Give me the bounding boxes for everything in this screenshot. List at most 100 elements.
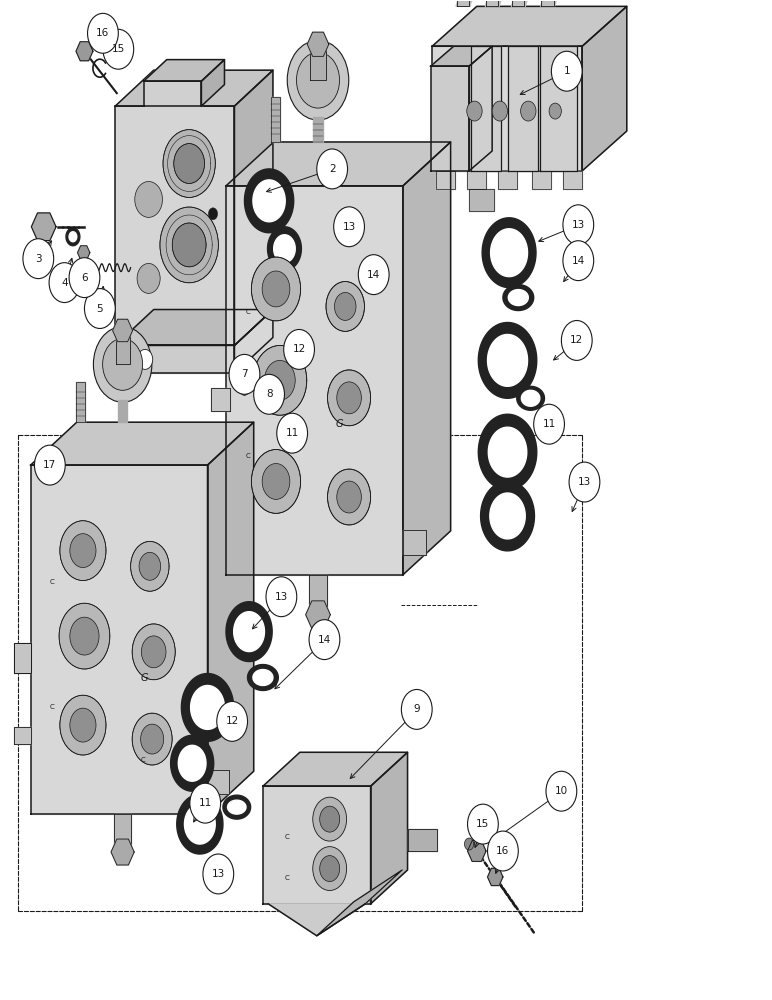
Circle shape — [262, 464, 290, 499]
Polygon shape — [490, 493, 525, 539]
Circle shape — [337, 382, 361, 414]
Polygon shape — [226, 142, 451, 186]
Circle shape — [334, 207, 364, 247]
Polygon shape — [486, 0, 498, 6]
Circle shape — [137, 263, 160, 293]
Circle shape — [252, 450, 300, 513]
Circle shape — [254, 374, 284, 414]
Text: 16: 16 — [496, 846, 510, 856]
Text: C: C — [284, 875, 290, 881]
Circle shape — [287, 40, 349, 120]
Polygon shape — [309, 575, 327, 615]
Circle shape — [334, 292, 356, 320]
Circle shape — [533, 404, 564, 444]
Circle shape — [203, 854, 234, 894]
Text: 2: 2 — [329, 164, 336, 174]
Polygon shape — [114, 814, 131, 852]
Text: 11: 11 — [286, 428, 299, 438]
Circle shape — [172, 223, 206, 267]
Polygon shape — [491, 229, 527, 277]
Circle shape — [546, 771, 577, 811]
Circle shape — [132, 713, 172, 765]
Polygon shape — [14, 643, 31, 673]
Circle shape — [551, 51, 582, 91]
Polygon shape — [185, 804, 215, 844]
Polygon shape — [481, 481, 534, 551]
Circle shape — [87, 13, 118, 53]
Polygon shape — [234, 612, 265, 652]
Text: 14: 14 — [318, 635, 331, 645]
Polygon shape — [116, 330, 130, 364]
Text: 7: 7 — [241, 369, 248, 379]
Text: 14: 14 — [572, 256, 585, 266]
Polygon shape — [432, 6, 627, 46]
Circle shape — [317, 149, 347, 189]
Text: C: C — [50, 579, 55, 585]
Polygon shape — [14, 727, 31, 744]
Circle shape — [337, 481, 361, 513]
Circle shape — [256, 388, 264, 398]
Polygon shape — [489, 427, 527, 477]
Polygon shape — [144, 60, 225, 81]
Polygon shape — [516, 386, 544, 410]
Circle shape — [277, 413, 307, 453]
Polygon shape — [66, 228, 80, 246]
Polygon shape — [111, 839, 134, 865]
Polygon shape — [32, 213, 56, 241]
Polygon shape — [540, 0, 562, 6]
Circle shape — [60, 695, 106, 755]
Circle shape — [135, 181, 162, 217]
Polygon shape — [403, 530, 426, 555]
Text: 9: 9 — [414, 704, 420, 714]
Polygon shape — [431, 46, 493, 66]
Polygon shape — [307, 32, 329, 56]
Circle shape — [320, 806, 340, 832]
Polygon shape — [235, 310, 273, 373]
Text: 1: 1 — [564, 66, 570, 76]
Circle shape — [103, 29, 134, 69]
Circle shape — [488, 831, 518, 871]
Circle shape — [252, 257, 300, 321]
Circle shape — [208, 208, 218, 220]
Circle shape — [69, 534, 96, 568]
Circle shape — [313, 847, 347, 891]
Polygon shape — [177, 794, 223, 854]
Circle shape — [139, 552, 161, 580]
Text: 11: 11 — [198, 798, 212, 808]
Circle shape — [563, 205, 594, 245]
Polygon shape — [436, 171, 455, 189]
Circle shape — [59, 603, 110, 669]
Circle shape — [132, 624, 175, 680]
Polygon shape — [488, 334, 527, 386]
Polygon shape — [115, 345, 235, 373]
Polygon shape — [208, 770, 229, 794]
Polygon shape — [235, 70, 273, 345]
Text: 15: 15 — [476, 819, 489, 829]
Polygon shape — [408, 829, 437, 851]
Polygon shape — [468, 841, 486, 861]
Circle shape — [93, 326, 152, 402]
Circle shape — [141, 724, 164, 754]
Text: 6: 6 — [81, 273, 88, 283]
Polygon shape — [118, 400, 127, 422]
Circle shape — [296, 52, 340, 108]
Polygon shape — [507, 46, 538, 171]
Circle shape — [313, 797, 347, 841]
Text: 11: 11 — [543, 419, 556, 429]
Text: 13: 13 — [577, 477, 591, 487]
Polygon shape — [371, 752, 408, 904]
Polygon shape — [226, 602, 273, 662]
Polygon shape — [512, 0, 524, 6]
Text: 8: 8 — [266, 389, 273, 399]
Circle shape — [35, 445, 66, 485]
Polygon shape — [211, 388, 229, 411]
Circle shape — [358, 255, 389, 295]
Circle shape — [320, 856, 340, 882]
Text: 12: 12 — [225, 716, 239, 726]
Polygon shape — [263, 752, 408, 786]
Circle shape — [327, 370, 371, 426]
Polygon shape — [181, 674, 234, 741]
Polygon shape — [191, 685, 225, 729]
Circle shape — [283, 329, 314, 369]
Polygon shape — [223, 795, 251, 819]
